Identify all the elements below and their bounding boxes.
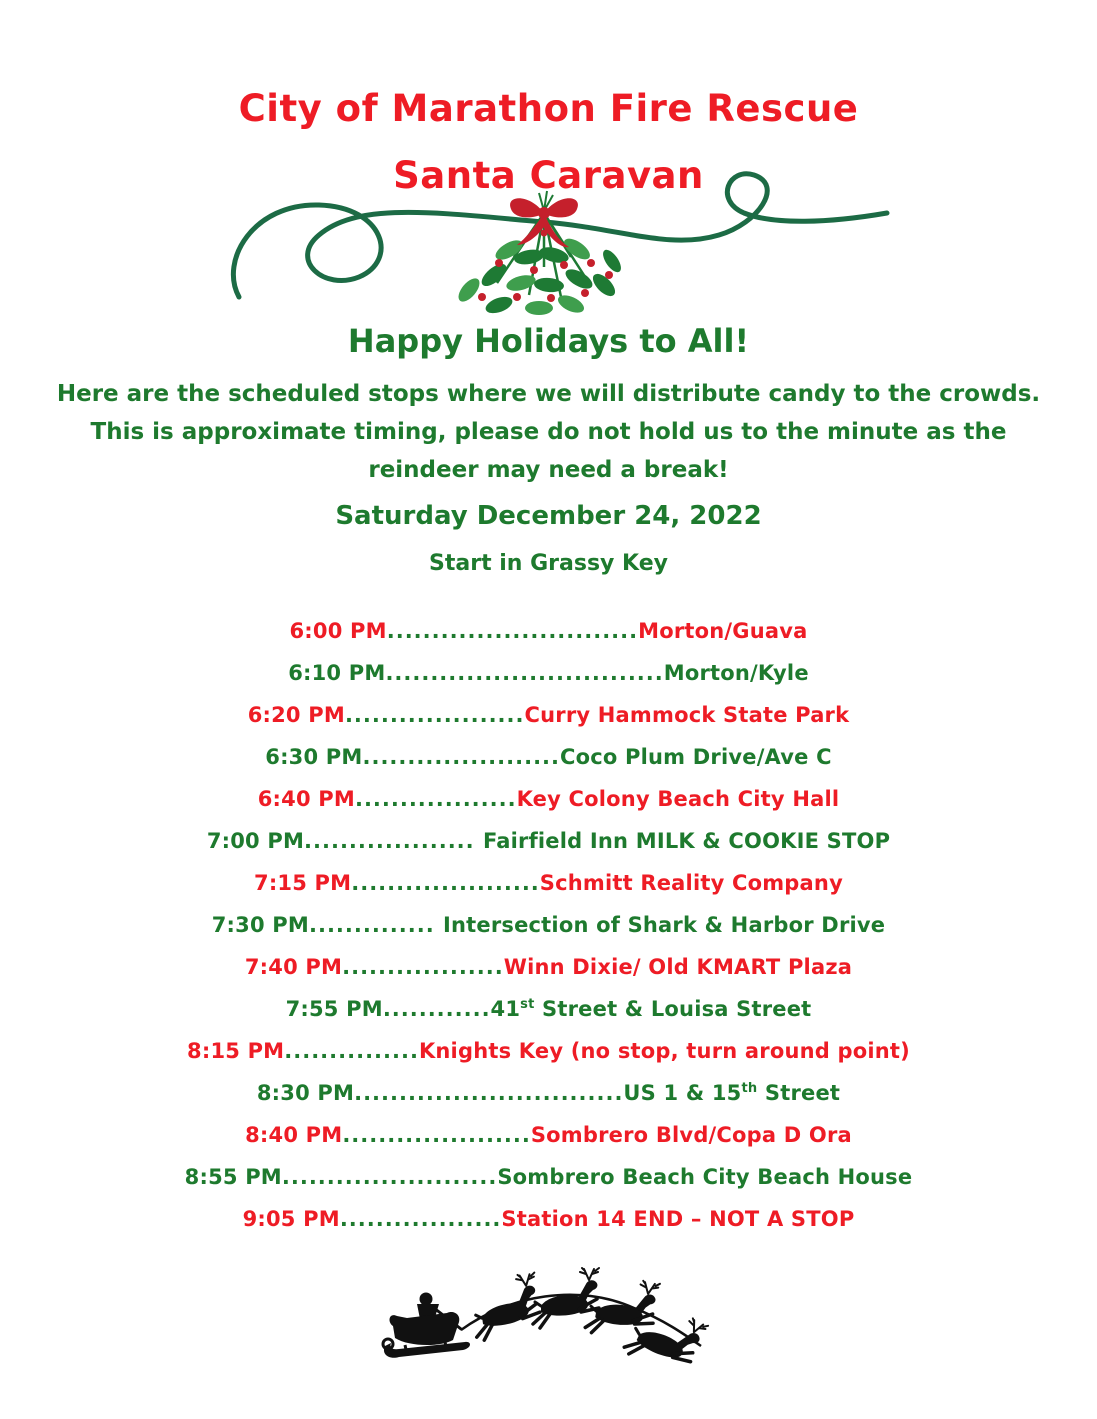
dot-leader: ........................ <box>281 1165 498 1190</box>
stop-location: 41st Street & Louisa Street <box>490 997 812 1022</box>
stop-location: Schmitt Reality Company <box>539 871 843 896</box>
schedule-row: 7:00 PM................... Fairfield Inn… <box>0 830 1097 852</box>
stop-time: 7:30 PM <box>211 913 309 938</box>
schedule-row: 8:30 PM..............................US … <box>0 1082 1097 1104</box>
dot-leader: ................... <box>304 829 483 854</box>
stop-location: Key Colony Beach City Hall <box>516 787 840 812</box>
stop-time: 6:00 PM <box>289 619 387 644</box>
sleigh-icon <box>381 1292 470 1359</box>
red-bow-icon <box>509 198 578 248</box>
santa-sleigh-graphic <box>379 1250 719 1366</box>
stop-location: US 1 & 15th Street <box>623 1081 841 1106</box>
event-date: Saturday December 24, 2022 <box>335 501 762 532</box>
stop-location: Winn Dixie/ Old KMART Plaza <box>503 955 853 980</box>
stop-time: 6:30 PM <box>265 745 363 770</box>
dot-leader: .................. <box>354 787 517 812</box>
stop-location: Sombrero Blvd/Copa D Ora <box>530 1123 852 1148</box>
dot-leader: ..................... <box>342 1123 531 1148</box>
stop-location: Curry Hammock State Park <box>524 703 850 728</box>
subtitle: Santa Caravan <box>393 154 704 198</box>
dot-leader: .............................. <box>354 1081 624 1106</box>
dot-leader: .............. <box>308 913 443 938</box>
dot-leader: ...................... <box>362 745 561 770</box>
intro-text: Here are the scheduled stops where we wi… <box>56 380 1041 483</box>
dot-leader: .................. <box>342 955 504 980</box>
schedule-row: 9:05 PM..................Station 14 END … <box>0 1208 1097 1230</box>
stop-time: 6:40 PM <box>257 787 355 812</box>
stop-time: 8:55 PM <box>184 1165 282 1190</box>
stop-location: Sombrero Beach City Beach House <box>497 1165 913 1190</box>
schedule-row: 6:40 PM..................Key Colony Beac… <box>0 788 1097 810</box>
stop-time: 8:40 PM <box>245 1123 343 1148</box>
stop-time: 8:15 PM <box>187 1039 285 1064</box>
schedule-row: 6:00 PM............................Morto… <box>0 620 1097 642</box>
stop-time: 9:05 PM <box>242 1207 340 1232</box>
dot-leader: ............... <box>284 1039 419 1064</box>
stop-time: 7:00 PM <box>206 829 305 854</box>
stop-time: 8:30 PM <box>256 1081 355 1106</box>
dot-leader: .................... <box>344 703 525 728</box>
schedule-row: 7:55 PM............41st Street & Louisa … <box>0 998 1097 1020</box>
stop-time: 7:15 PM <box>254 871 352 896</box>
stop-location: Intersection of Shark & Harbor Drive <box>442 913 886 938</box>
stop-location: Coco Plum Drive/Ave C <box>560 745 832 770</box>
schedule-row: 8:15 PM...............Knights Key (no st… <box>0 1040 1097 1062</box>
stop-time: 7:55 PM <box>285 997 383 1022</box>
schedule-row: 7:30 PM.............. Intersection of Sh… <box>0 914 1097 936</box>
schedule-list: 6:00 PM............................Morto… <box>0 620 1097 1230</box>
schedule-row: 7:15 PM.....................Schmitt Real… <box>0 872 1097 894</box>
stop-location: Station 14 END – NOT A STOP <box>501 1207 855 1232</box>
dot-leader: ............................... <box>385 661 664 686</box>
stop-location: Fairfield Inn MILK & COOKIE STOP <box>482 829 891 854</box>
schedule-row: 6:20 PM....................Curry Hammock… <box>0 704 1097 726</box>
stop-location: Knights Key (no stop, turn around point) <box>418 1039 910 1064</box>
schedule-row: 6:30 PM......................Coco Plum D… <box>0 746 1097 768</box>
schedule-row: 6:10 PM...............................Mo… <box>0 662 1097 684</box>
stop-time: 6:10 PM <box>288 661 386 686</box>
mistletoe-berries <box>477 229 613 302</box>
start-location: Start in Grassy Key <box>429 551 668 577</box>
mistletoe-icon <box>458 190 621 315</box>
stop-location: Morton/Guava <box>638 619 808 644</box>
page-title: City of Marathon Fire Rescue <box>238 87 859 130</box>
stop-location: Morton/Kyle <box>663 661 809 686</box>
stop-time: 6:20 PM <box>247 703 345 728</box>
sleigh-reindeer-icon <box>381 1266 710 1366</box>
mistletoe-leaves <box>458 238 621 315</box>
stop-time: 7:40 PM <box>244 955 343 980</box>
dot-leader: .................. <box>339 1207 502 1232</box>
schedule-row: 8:40 PM.....................Sombrero Blv… <box>0 1124 1097 1146</box>
dot-leader: ..................... <box>351 871 540 896</box>
schedule-row: 7:40 PM..................Winn Dixie/ Old… <box>0 956 1097 978</box>
dot-leader: ............................ <box>386 619 639 644</box>
dot-leader: ............ <box>382 997 491 1022</box>
greeting: Happy Holidays to All! <box>347 321 750 360</box>
schedule-row: 8:55 PM........................Sombrero … <box>0 1166 1097 1188</box>
